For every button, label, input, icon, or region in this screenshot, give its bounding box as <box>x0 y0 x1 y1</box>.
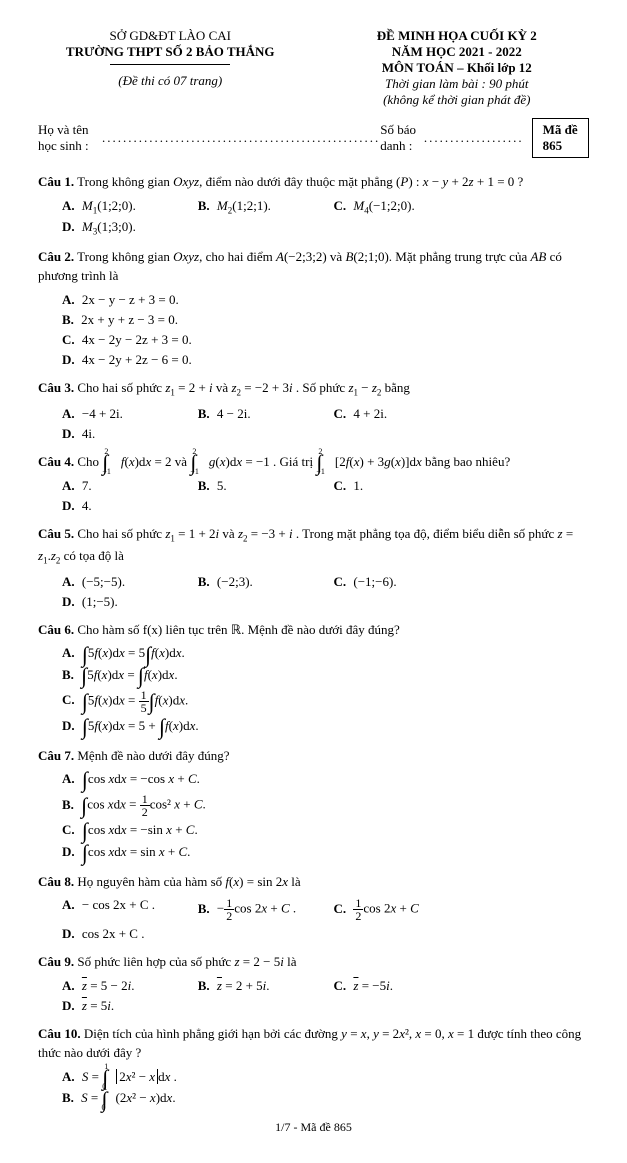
name-dots: ........................................… <box>102 130 380 146</box>
page-header: SỞ GD&ĐT LÀO CAI TRƯỜNG THPT SỐ 2 BẢO TH… <box>38 28 589 108</box>
question-10: Câu 10. Diện tích của hình phẳng giới hạ… <box>38 1024 589 1063</box>
question-4: Câu 4. Cho ∫2−1f(x)dx = 2 và ∫2−1g(x)dx … <box>38 452 589 472</box>
time-line: Thời gian làm bài : 90 phút <box>325 76 589 92</box>
header-left: SỞ GD&ĐT LÀO CAI TRƯỜNG THPT SỐ 2 BẢO TH… <box>38 28 302 108</box>
divider <box>110 64 230 65</box>
q7-options: A. ∫cos xdx = −cos x + C. B. ∫cos xdx = … <box>38 769 589 863</box>
question-3: Câu 3. Cho hai số phức z1 = 2 + i và z2 … <box>38 378 589 400</box>
note-line: (không kể thời gian phát đề) <box>325 92 589 108</box>
school-line: TRƯỜNG THPT SỐ 2 BẢO THẮNG <box>38 44 302 60</box>
sbd-dots: ................... <box>424 130 524 146</box>
name-row: Họ và tên học sinh : ...................… <box>38 118 589 158</box>
q6-options: A. ∫5f(x)dx = 5∫f(x)dx. B. ∫5f(x)dx = ∫f… <box>38 643 589 737</box>
dept-line: SỞ GD&ĐT LÀO CAI <box>38 28 302 44</box>
q3-options: A. −4 + 2i. B. 4 − 2i. C. 4 + 2i. D. 4i. <box>38 404 589 444</box>
sbd-label: Số báo danh : <box>380 122 424 154</box>
question-8: Câu 8. Họ nguyên hàm của hàm số f(x) = s… <box>38 872 589 892</box>
name-label: Họ và tên học sinh : <box>38 122 102 154</box>
question-2: Câu 2. Trong không gian Oxyz, cho hai đi… <box>38 247 589 286</box>
q1-options: A. M1(1;2;0). B. M2(1;2;1). C. M4(−1;2;0… <box>38 196 589 239</box>
header-right: ĐỀ MINH HỌA CUỐI KỲ 2 NĂM HỌC 2021 - 202… <box>325 28 589 108</box>
exam-code: Mã đề 865 <box>532 118 589 158</box>
q1-text: Trong không gian Oxyz, điểm nào dưới đây… <box>77 174 523 189</box>
title-3: MÔN TOÁN – Khối lớp 12 <box>325 60 589 76</box>
q9-options: A. z = 5 − 2i. B. z = 2 + 5i. C. z = −5i… <box>38 976 589 1016</box>
q8-options: A. − cos 2x + C . B. −12cos 2x + C . C. … <box>38 895 589 944</box>
q4-options: A. 7. B. 5. C. 1. D. 4. <box>38 476 589 516</box>
q5-options: A. (−5;−5). B. (−2;3). C. (−1;−6). D. (1… <box>38 572 589 612</box>
question-7: Câu 7. Mệnh đề nào dưới đây đúng? <box>38 746 589 766</box>
question-1: Câu 1. Trong không gian Oxyz, điểm nào d… <box>38 172 589 192</box>
exam-pages: (Đề thi có 07 trang) <box>38 73 302 89</box>
title-2: NĂM HỌC 2021 - 2022 <box>325 44 589 60</box>
q10-options: A. S = ∫102x² − xdx . B. S = ∫10(2x² − x… <box>38 1067 589 1111</box>
page-footer: 1/7 - Mã đề 865 <box>38 1120 589 1135</box>
question-5: Câu 5. Cho hai số phức z1 = 1 + 2i và z2… <box>38 524 589 568</box>
question-9: Câu 9. Số phức liên hợp của số phức z = … <box>38 952 589 972</box>
q2-options: A. 2x − y − z + 3 = 0. B. 2x + y + z − 3… <box>38 290 589 370</box>
question-6: Câu 6. Cho hàm số f(x) liên tục trên ℝ. … <box>38 620 589 640</box>
title-1: ĐỀ MINH HỌA CUỐI KỲ 2 <box>325 28 589 44</box>
